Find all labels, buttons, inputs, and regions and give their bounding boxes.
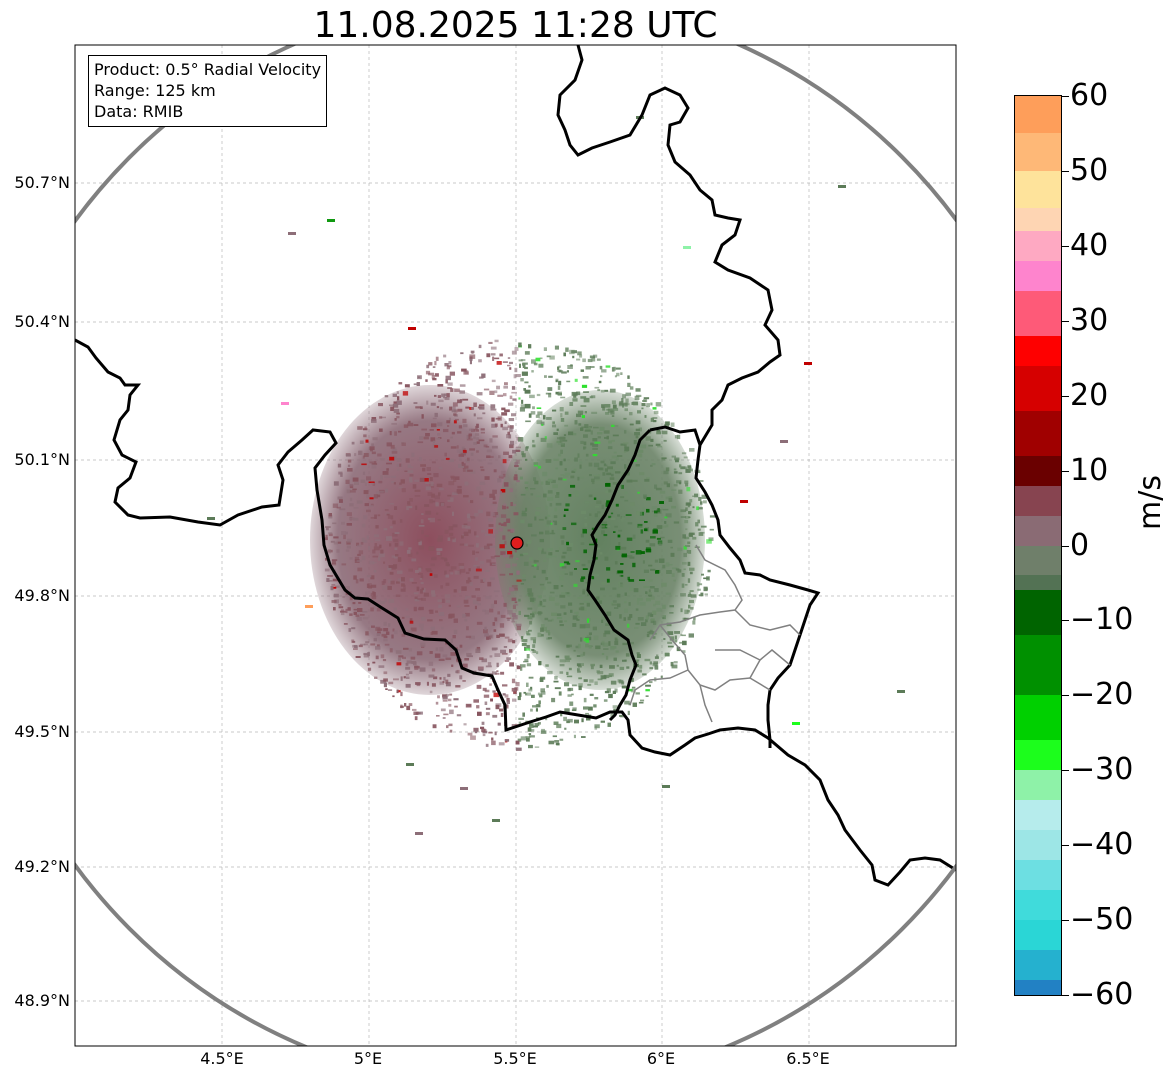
colorbar-segment — [1015, 485, 1061, 517]
colorbar-tick-label: 50 — [1070, 152, 1109, 188]
colorbar-segment — [1015, 96, 1061, 134]
colorbar-segment — [1015, 575, 1061, 591]
colorbar-segment — [1015, 290, 1061, 337]
info-box: Product: 0.5° Radial Velocity Range: 125… — [88, 55, 328, 127]
colorbar-tick-mark — [1062, 545, 1069, 547]
colorbar-tick-mark — [1062, 245, 1069, 247]
lat-tick-label: 50.7°N — [14, 173, 70, 192]
colorbar-segment — [1015, 515, 1061, 546]
lon-tick-label: 6°E — [646, 1049, 676, 1068]
border-luxembourg-west — [586, 428, 652, 722]
colorbar-tick-label: 60 — [1070, 78, 1109, 113]
colorbar-segment — [1015, 365, 1061, 412]
lat-tick-label: 49.5°N — [14, 722, 70, 741]
colorbar-segment — [1015, 133, 1061, 172]
colorbar-tick-label: −30 — [1070, 752, 1134, 788]
colorbar-tick-label: 0 — [1070, 527, 1090, 563]
colorbar-segment — [1015, 170, 1061, 209]
colorbar-tick-mark — [1062, 770, 1069, 772]
lat-tick-label: 50.1°N — [14, 450, 70, 469]
lat-tick-label: 49.8°N — [14, 586, 70, 605]
colorbar-tick-label: −60 — [1070, 977, 1134, 1012]
colorbar-segment — [1015, 545, 1061, 576]
colorbar-segment — [1015, 830, 1061, 861]
colorbar-unit-label: m/s — [1133, 475, 1168, 530]
lat-tick-label: 50.4°N — [14, 312, 70, 331]
colorbar-segment — [1015, 920, 1061, 951]
colorbar-segment — [1015, 455, 1061, 487]
lat-tick-label: 48.9°N — [14, 991, 70, 1010]
colorbar-tick-mark — [1062, 620, 1069, 622]
colorbar-segment — [1015, 335, 1061, 367]
info-data: Data: RMIB — [94, 102, 184, 121]
colorbar-segment — [1015, 860, 1061, 891]
lat-tick-label: 49.2°N — [14, 857, 70, 876]
colorbar-tick-label: 20 — [1070, 377, 1109, 413]
border-belgium-germany-north — [556, 45, 782, 446]
colorbar-tick-label: −10 — [1070, 602, 1134, 638]
colorbar-segment — [1015, 410, 1061, 457]
colorbar-tick-mark — [1062, 96, 1069, 97]
velocity-echoes — [207, 116, 905, 835]
colorbar-tick-mark — [1062, 845, 1069, 847]
colorbar-tick-label: 30 — [1070, 302, 1109, 338]
colorbar-tick-mark — [1062, 170, 1069, 172]
colorbar-tick-label: −40 — [1070, 827, 1134, 863]
colorbar-segment — [1015, 770, 1061, 801]
colorbar-segment — [1015, 635, 1061, 696]
colorbar-segment — [1015, 695, 1061, 741]
colorbar-tick-label: −50 — [1070, 902, 1134, 938]
colorbar-tick-mark — [1062, 920, 1069, 922]
colorbar-tick-mark — [1062, 320, 1069, 322]
colorbar-tick-label: 40 — [1070, 227, 1109, 263]
border-france-belgium — [75, 338, 956, 887]
colorbar-segment — [1015, 980, 1061, 995]
map-title: 11.08.2025 11:28 UTC — [313, 5, 718, 46]
info-range: Range: 125 km — [94, 81, 216, 100]
border-belgium-luxembourg — [649, 425, 821, 748]
colorbar-tick-mark — [1062, 395, 1069, 397]
colorbar-tick-label: −20 — [1070, 677, 1134, 713]
colorbar-segment — [1015, 950, 1061, 981]
colorbar-segment — [1015, 740, 1061, 771]
colorbar-segment — [1015, 208, 1061, 232]
colorbar-segment — [1015, 590, 1061, 636]
colorbar-tick-mark — [1062, 695, 1069, 697]
info-product: Product: 0.5° Radial Velocity — [94, 60, 322, 79]
radar-site-marker — [510, 536, 524, 550]
colorbar-segment — [1015, 800, 1061, 831]
colorbar-tick-mark — [1062, 470, 1069, 472]
map-frame — [74, 44, 957, 1047]
colorbar-segment — [1015, 260, 1061, 292]
colorbar-segment — [1015, 890, 1061, 921]
lon-tick-label: 5.5°E — [493, 1049, 537, 1068]
lon-tick-label: 6.5°E — [786, 1049, 830, 1068]
lon-tick-label: 4.5°E — [200, 1049, 244, 1068]
lon-tick-label: 5°E — [353, 1049, 383, 1068]
country-borders — [75, 45, 956, 887]
colorbar-tick-label: 10 — [1070, 452, 1109, 488]
colorbar-segment — [1015, 230, 1061, 262]
colorbar-tick-mark — [1062, 995, 1069, 996]
colorbar — [1014, 95, 1062, 996]
